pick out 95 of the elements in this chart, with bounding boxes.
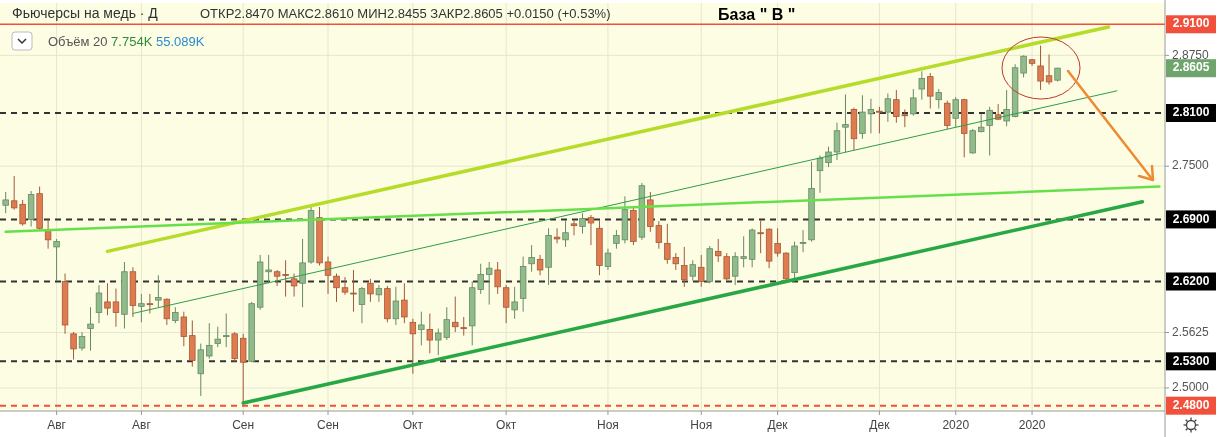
- candlestick: [70, 331, 77, 361]
- candlestick: [910, 88, 917, 117]
- candlestick: [350, 269, 357, 313]
- candlestick: [163, 297, 171, 326]
- candlestick: [155, 274, 162, 308]
- candlestick: [494, 261, 501, 295]
- y-tick-label: 2.5625: [1172, 324, 1210, 339]
- candlestick: [418, 311, 425, 346]
- x-tick-label: Ноя: [597, 418, 619, 432]
- x-tick-label: Окт: [402, 418, 424, 432]
- ref-line-label: 2.6200: [1172, 273, 1210, 288]
- candlestick: [553, 227, 561, 244]
- ref-line-label: 2.4800: [1172, 397, 1210, 412]
- ref-line-label: 2.6900: [1172, 211, 1210, 226]
- y-tick-label: 2.5000: [1172, 380, 1210, 395]
- candlestick: [223, 312, 230, 348]
- y-tick-label: 2.7500: [1172, 158, 1210, 173]
- candlestick: [290, 273, 298, 298]
- candlestick: [44, 218, 52, 250]
- candlestick: [214, 326, 221, 348]
- x-tick-label: Дек: [869, 418, 891, 432]
- candlestick: [87, 306, 94, 352]
- candlestick: [587, 214, 595, 246]
- annotation: Объём 20 7.754K 55.089K: [48, 34, 205, 49]
- candlestick: [146, 293, 154, 314]
- candlestick: [333, 273, 340, 303]
- candlestick: [375, 284, 383, 303]
- candlestick: [78, 331, 86, 352]
- candlestick: [689, 259, 696, 282]
- candlestick: [104, 282, 111, 316]
- x-tick-label: Ноя: [690, 418, 713, 432]
- candlestick: [367, 278, 374, 303]
- candlestick: [460, 316, 467, 337]
- candlestick: [53, 238, 60, 282]
- candlestick: [206, 322, 213, 360]
- candlestick: [604, 248, 612, 271]
- candlestick: [799, 229, 807, 253]
- annotation: База " В ": [718, 6, 796, 23]
- candlestick: [138, 293, 145, 323]
- candlestick: [579, 212, 586, 235]
- candlestick: [1003, 89, 1010, 127]
- candlestick: [95, 284, 103, 324]
- x-tick-label: Авг: [47, 418, 67, 432]
- candlestick: [358, 286, 366, 324]
- candlestick: [927, 72, 934, 110]
- candlestick: [409, 318, 417, 375]
- candlestick: [528, 244, 535, 273]
- candlestick: [324, 256, 332, 295]
- candlestick: [562, 219, 569, 248]
- candlestick: [299, 238, 306, 308]
- candlestick: [502, 284, 510, 324]
- candlestick: [876, 106, 883, 134]
- candlestick: [698, 254, 705, 288]
- candlestick: [842, 93, 849, 153]
- candlestick: [2, 191, 9, 214]
- candlestick: [452, 296, 459, 333]
- x-tick-label: Авг: [132, 418, 152, 432]
- candlestick: [833, 122, 841, 161]
- candlestick: [723, 252, 730, 282]
- candlestick: [986, 106, 993, 157]
- candlestick: [757, 219, 764, 254]
- x-tick-label: 2020: [1018, 418, 1046, 432]
- candlestick: [918, 70, 925, 101]
- text: 2.8605: [1172, 60, 1210, 75]
- candlestick: [197, 343, 204, 397]
- candlestick: [180, 311, 188, 347]
- candlestick: [884, 92, 892, 123]
- x-tick-label: Дек: [767, 418, 789, 432]
- x-tick-label: Окт: [496, 418, 517, 432]
- candlestick: [112, 288, 120, 328]
- candlestick: [952, 96, 959, 128]
- chart-title: Фьючерсы на медь · Д: [12, 5, 159, 21]
- candlestick: [935, 88, 942, 110]
- candlestick: [715, 238, 722, 263]
- candlestick: [485, 261, 493, 306]
- candlestick: [969, 128, 976, 155]
- candlestick: [1037, 45, 1044, 91]
- candlestick: [341, 276, 349, 296]
- y-tick-label: 2.8750: [1172, 47, 1210, 62]
- candlestick: [511, 286, 518, 320]
- candlestick: [1045, 53, 1053, 86]
- annotation: ОТКР2.8470 МАКС2.8610 МИН2.8455 ЗАКР2.8605 +0.0150 (+0.53%): [200, 6, 611, 21]
- candlestick: [392, 286, 400, 326]
- ref-line-label: 2.5300: [1172, 353, 1210, 368]
- ref-line-label: 2.9100: [1172, 16, 1210, 31]
- candlestick: [401, 282, 408, 324]
- x-tick-label: Сен: [232, 418, 255, 432]
- candlestick: [570, 219, 578, 236]
- x-tick-label: Сен: [317, 418, 340, 432]
- candlestick: [681, 246, 688, 288]
- candlestick: [426, 312, 434, 354]
- candlestick: [536, 254, 544, 276]
- candlestick: [944, 100, 951, 130]
- ref-line-label: 2.8100: [1172, 105, 1210, 120]
- x-tick-label: 2020: [942, 418, 970, 432]
